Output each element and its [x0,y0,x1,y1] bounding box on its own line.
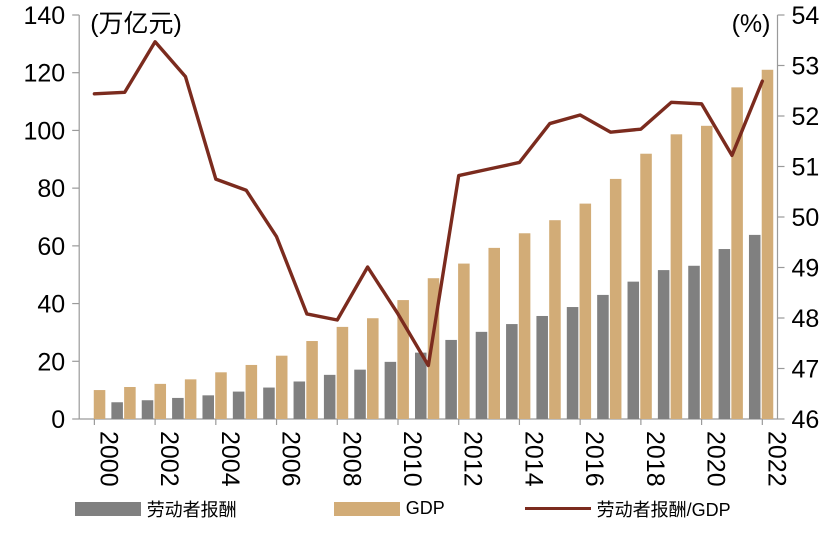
svg-text:2000: 2000 [94,431,122,487]
svg-text:2004: 2004 [216,431,244,487]
svg-text:2014: 2014 [519,431,547,487]
svg-text:2012: 2012 [459,431,487,487]
svg-text:80: 80 [37,175,65,203]
svg-text:49: 49 [792,255,820,283]
svg-text:2008: 2008 [337,431,365,487]
svg-text:2010: 2010 [398,431,426,487]
svg-text:52: 52 [792,103,820,131]
svg-text:2018: 2018 [641,431,669,487]
svg-text:2020: 2020 [702,431,730,487]
svg-text:2022: 2022 [762,431,790,487]
svg-text:50: 50 [792,204,820,232]
svg-text:120: 120 [23,60,65,88]
svg-text:53: 53 [792,53,820,81]
svg-text:20: 20 [37,348,65,376]
svg-text:47: 47 [792,356,820,384]
svg-text:2002: 2002 [155,431,183,487]
svg-text:2006: 2006 [277,431,305,487]
svg-text:60: 60 [37,233,65,261]
svg-text:2016: 2016 [580,431,608,487]
svg-text:0: 0 [51,406,65,434]
svg-text:40: 40 [37,291,65,319]
svg-text:48: 48 [792,305,820,333]
svg-text:100: 100 [23,117,65,145]
svg-text:51: 51 [792,154,820,182]
svg-text:46: 46 [792,406,820,434]
